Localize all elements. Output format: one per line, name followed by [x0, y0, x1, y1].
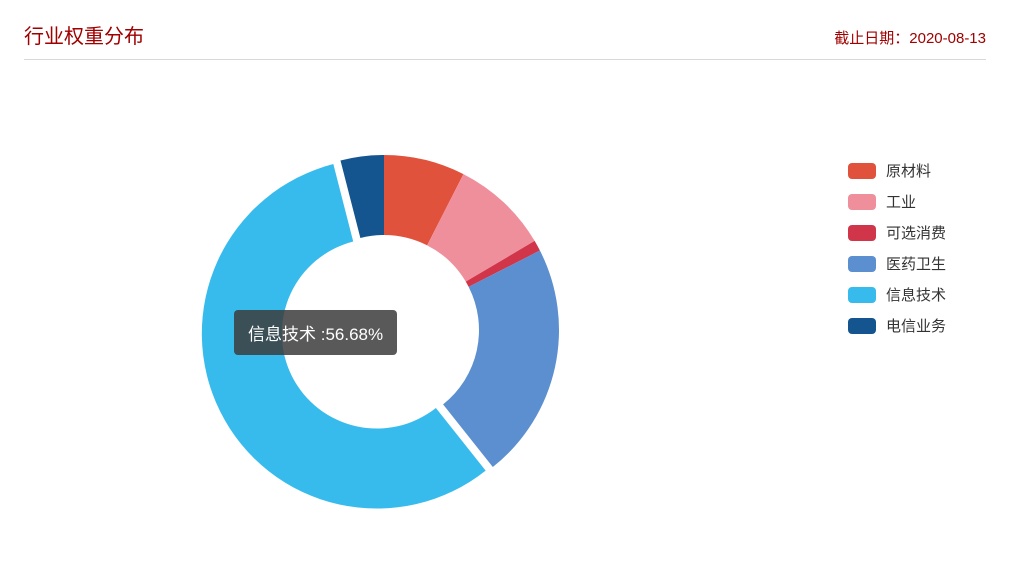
chart-title: 行业权重分布 — [24, 20, 144, 49]
legend-item-0[interactable]: 原材料 — [848, 160, 946, 181]
legend-item-1[interactable]: 工业 — [848, 191, 946, 212]
date-value: 2020-08-13 — [909, 30, 986, 47]
legend-label: 工业 — [886, 191, 916, 212]
legend-swatch — [848, 194, 876, 210]
donut-chart[interactable] — [24, 80, 744, 560]
legend-item-2[interactable]: 可选消费 — [848, 222, 946, 243]
legend-label: 信息技术 — [886, 284, 946, 305]
donut-slice-3[interactable] — [443, 251, 559, 468]
legend-label: 可选消费 — [886, 222, 946, 243]
date-label: 截止日期： — [834, 30, 909, 47]
legend-swatch — [848, 256, 876, 272]
legend-swatch — [848, 163, 876, 179]
legend-item-5[interactable]: 电信业务 — [848, 315, 946, 336]
as-of-date: 截止日期：2020-08-13 — [834, 27, 986, 48]
legend: 原材料工业可选消费医药卫生信息技术电信业务 — [848, 160, 946, 346]
legend-label: 医药卫生 — [886, 253, 946, 274]
chart-area: 原材料工业可选消费医药卫生信息技术电信业务 信息技术 :56.68% — [24, 80, 986, 540]
legend-swatch — [848, 318, 876, 334]
chart-header: 行业权重分布 截止日期：2020-08-13 — [24, 20, 986, 60]
legend-item-4[interactable]: 信息技术 — [848, 284, 946, 305]
legend-item-3[interactable]: 医药卫生 — [848, 253, 946, 274]
legend-label: 原材料 — [886, 160, 931, 181]
legend-label: 电信业务 — [886, 315, 946, 336]
legend-swatch — [848, 225, 876, 241]
legend-swatch — [848, 287, 876, 303]
